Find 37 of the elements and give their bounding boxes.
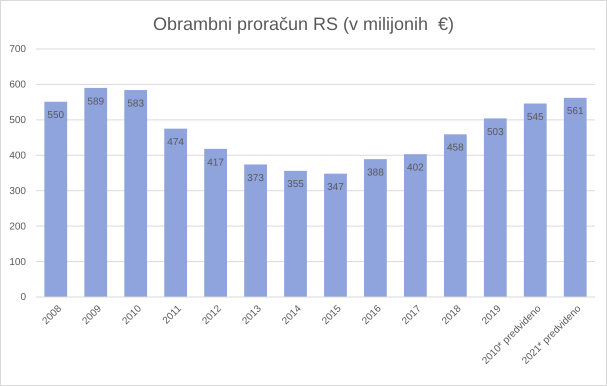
bar: [124, 90, 148, 298]
data-label: 583: [127, 98, 144, 110]
data-label: 402: [407, 162, 424, 174]
data-label: 550: [47, 110, 65, 122]
bar: [84, 88, 108, 298]
bar: [564, 98, 587, 298]
data-label: 417: [207, 157, 224, 168]
data-label: 347: [327, 182, 344, 194]
data-label: 474: [167, 137, 184, 148]
bar: [444, 134, 467, 298]
bar: [524, 104, 547, 298]
data-label: 503: [486, 126, 504, 138]
y-tick-label: 100: [9, 256, 26, 268]
y-tick-label: 700: [9, 44, 26, 56]
data-label: 355: [287, 179, 304, 190]
bar: [164, 128, 188, 298]
data-label: 589: [87, 96, 105, 108]
data-label: 388: [367, 168, 384, 179]
bar: [204, 148, 227, 298]
bar: [324, 174, 347, 298]
bar: [244, 164, 267, 298]
y-tick-label: 300: [9, 186, 26, 197]
chart-title: Obrambni proračun RS (v milijonih €): [152, 14, 454, 34]
y-tick-label: 500: [9, 115, 26, 126]
y-tick-label: 600: [9, 80, 26, 91]
y-tick-label: 400: [9, 150, 26, 162]
y-tick-label: 0: [20, 292, 26, 304]
bar: [404, 154, 427, 298]
data-label: 561: [566, 106, 584, 118]
bar: [484, 118, 507, 298]
data-label: 458: [447, 142, 464, 154]
bar: [284, 170, 307, 298]
data-label: 373: [247, 172, 264, 184]
y-tick-label: 200: [9, 221, 26, 232]
bar: [44, 102, 68, 298]
data-label: 545: [526, 112, 544, 123]
bar: [364, 159, 387, 298]
